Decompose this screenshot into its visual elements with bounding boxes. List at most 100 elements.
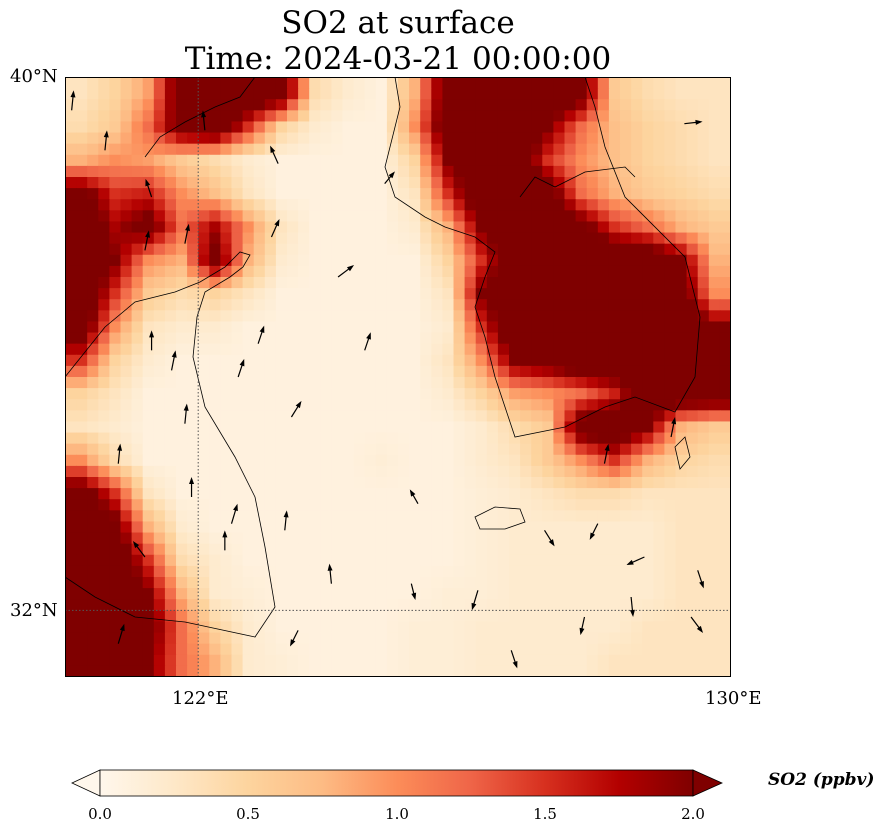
heat-cell [353,477,366,489]
heat-cell [664,465,677,478]
heat-cell [331,265,344,278]
heat-cell [708,421,721,434]
heat-cell [719,443,731,456]
heat-cell [608,354,621,367]
heat-cell [375,532,388,545]
heat-cell [331,443,344,456]
heat-cell [275,354,288,367]
heat-cell [65,265,77,278]
heat-cell [575,399,588,411]
heat-cell [686,221,699,234]
heat-cell [497,388,510,400]
heat-cell [76,99,88,111]
heat-cell [608,188,621,200]
heat-cell [475,499,488,511]
heat-cell [176,477,188,489]
heat-cell [642,143,654,156]
heat-cell [187,554,199,567]
heat-cell [653,532,665,545]
heat-cell [364,521,377,534]
heat-cell [386,510,399,523]
heat-cell [575,154,588,167]
heat-cell [575,110,588,123]
heat-cell [642,88,654,100]
heat-cell [164,632,177,645]
heat-cell [497,410,510,423]
heat-cell [87,354,99,367]
heat-cell [453,310,466,323]
heat-cell [431,143,443,156]
heat-cell [331,588,344,600]
heat-cell [386,365,399,378]
heat-cell [553,221,566,234]
heat-cell [98,654,110,667]
heat-cell [331,299,344,311]
heat-cell [187,199,199,211]
heat-cell [509,299,521,311]
heat-cell [719,588,731,600]
heat-cell [608,332,621,345]
heat-cell [164,265,177,278]
heat-cell [375,454,388,467]
heat-cell [131,365,144,378]
heat-cell [719,177,731,189]
heat-cell [386,121,399,134]
heat-cell [520,654,532,667]
heat-cell [386,410,399,423]
heat-cell [398,110,410,123]
heat-cell [497,421,510,434]
heat-cell [153,265,166,278]
heat-cell [176,643,188,656]
heat-cell [98,321,110,334]
heat-cell [253,321,266,334]
heat-cell [287,77,299,89]
heat-cell [531,165,543,178]
heat-cell [486,199,499,211]
heat-cell [65,588,77,600]
heat-cell [242,599,255,611]
heat-cell [475,199,488,211]
heat-cell [420,310,432,323]
heat-cell [509,188,521,200]
heat-cell [475,488,488,500]
heat-cell [464,99,477,111]
heat-cell [608,499,621,511]
wind-arrow [132,541,146,558]
heat-cell [531,321,543,334]
heat-cell [642,77,654,89]
heat-cell [331,143,344,156]
heat-cell [109,165,122,178]
heat-cell [475,521,488,534]
heat-cell [497,465,510,478]
heat-cell [708,477,721,489]
heat-cell [520,288,532,300]
heat-cell [675,154,688,167]
heat-cell [242,388,255,400]
heat-cell [453,199,466,211]
heat-cell [264,332,277,345]
heat-cell [65,465,77,478]
heat-cell [453,465,466,478]
heat-cell [120,110,133,123]
heat-cell [697,110,710,123]
wind-arrow [510,650,518,669]
heat-cell [608,77,621,89]
heat-cell [575,588,588,600]
heat-cell [475,354,488,367]
heat-cell [442,421,455,434]
heat-cell [653,565,665,578]
heat-cell [686,554,699,567]
heat-cell [364,410,377,423]
heat-cell [87,299,99,311]
heat-cell [553,254,566,267]
heat-cell [253,654,266,667]
heat-cell [98,332,110,345]
heat-cell [142,588,155,600]
heat-cell [153,388,166,400]
heat-cell [475,632,488,645]
heat-cell [120,510,133,523]
heat-cell [586,232,599,245]
heat-cell [586,588,599,600]
heat-cell [209,621,221,634]
heat-cell [542,599,554,611]
